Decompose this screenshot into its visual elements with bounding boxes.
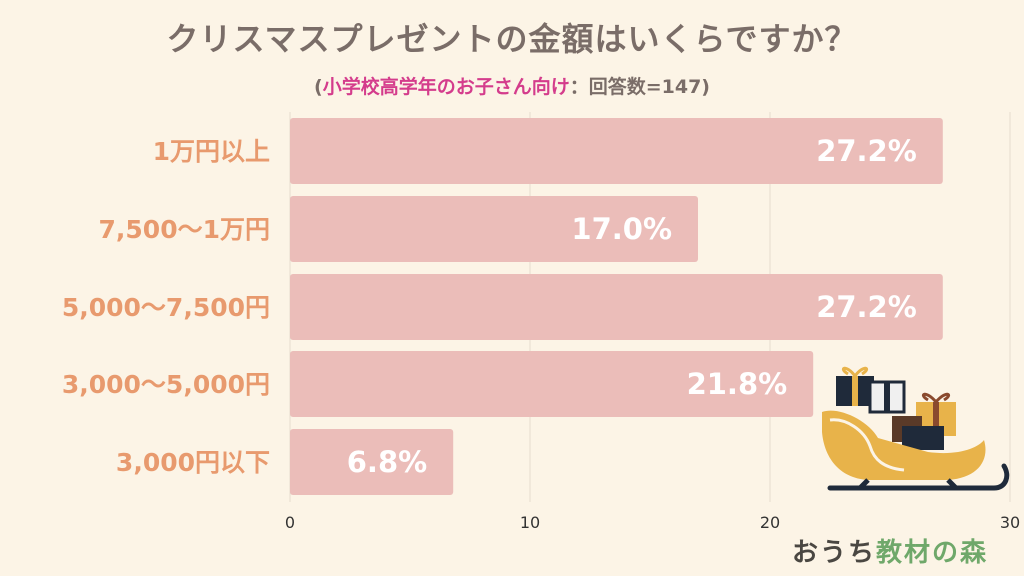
x-tick-label: 30 (1000, 513, 1020, 532)
brand-logo: おうち教材の森 (792, 532, 988, 569)
chart-title: クリスマスプレゼントの金額はいくらですか？ (166, 20, 858, 58)
category-label: 3,000〜5,000円 (62, 370, 270, 399)
bar (290, 351, 814, 417)
x-tick-label: 0 (285, 513, 295, 532)
brand-suffix: 教材の森 (876, 538, 989, 568)
labels: 0 10 20 30 27.2% 1万円以上 17.0% 7,500〜1万円 27.2% 5,00… (62, 134, 1020, 532)
category-label: 1万円以上 (153, 137, 270, 166)
data-label: 27.2% (816, 290, 917, 324)
x-tick-label: 20 (760, 513, 780, 532)
subtitle-open: ( (314, 76, 323, 98)
bar (290, 118, 943, 184)
data-label: 27.2% (816, 134, 917, 168)
category-label: 7,500〜1万円 (99, 215, 270, 244)
bar (290, 274, 943, 340)
data-label: 21.8% (687, 367, 788, 401)
data-label: 6.8% (347, 445, 427, 479)
sleigh-with-gifts-icon (822, 366, 1010, 491)
bar (290, 196, 698, 262)
bars (290, 118, 943, 495)
subtitle-highlight: 小学校高学年のお子さん向け (322, 76, 570, 98)
brand-prefix: おうち (792, 538, 877, 568)
chart-subtitle: (小学校高学年のお子さん向け：回答数=147) (0, 72, 1024, 99)
subtitle-rest: ：回答数=147) (569, 76, 710, 98)
data-label: 17.0% (571, 212, 672, 246)
x-tick-label: 10 (520, 513, 540, 532)
category-label: 5,000〜7,500円 (62, 293, 270, 322)
category-label: 3,000円以下 (116, 448, 270, 477)
bar (290, 429, 454, 495)
